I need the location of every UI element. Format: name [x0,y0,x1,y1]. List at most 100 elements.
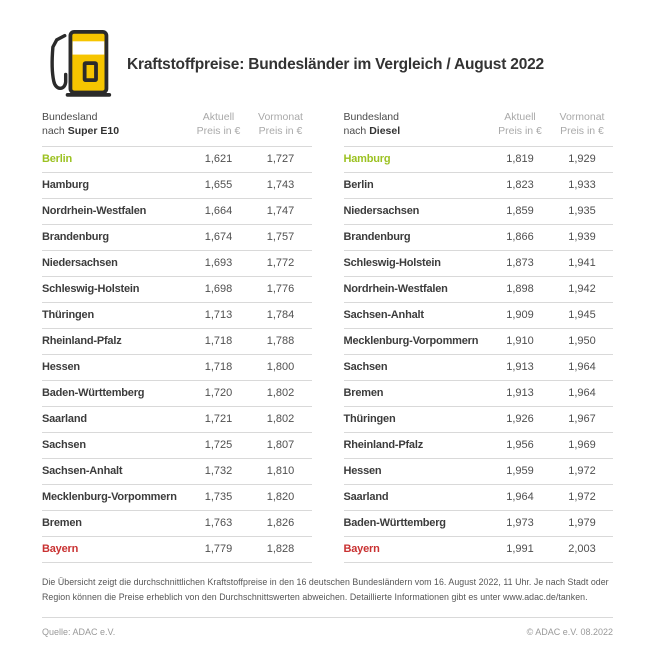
state-name: Baden-Württemberg [42,380,188,407]
current-price: 1,698 [187,276,250,303]
table-row: Schleswig-Holstein 1,698 1,776 [42,276,312,303]
table-row: Thüringen 1,713 1,784 [42,302,312,329]
table-row: Niedersachsen 1,859 1,935 [343,198,613,225]
previous-month-price: 1,942 [551,276,613,303]
state-name: Hessen [42,354,188,381]
current-price: 1,693 [187,250,250,277]
disclaimer-text: Die Übersicht zeigt die durchschnittlich… [42,576,609,603]
state-name: Brandenburg [343,224,489,251]
table-row: Nordrhein-Westfalen 1,664 1,747 [42,198,312,225]
table-row: Hamburg 1,655 1,743 [42,172,312,199]
state-name: Sachsen-Anhalt [343,302,489,329]
table-row: Brandenburg 1,674 1,757 [42,224,312,251]
state-name: Hamburg [42,172,188,199]
previous-month-price: 1,933 [551,172,613,199]
current-price: 1,859 [489,198,551,225]
table-row: Baden-Württemberg 1,973 1,979 [343,510,613,537]
previous-month-price: 1,945 [551,302,613,329]
previous-month-price: 1,972 [551,458,613,485]
table-row: Hessen 1,718 1,800 [42,354,312,381]
current-price: 1,964 [489,484,551,511]
table-row: Rheinland-Pfalz 1,718 1,788 [42,328,312,355]
previous-month-price: 1,979 [551,510,613,537]
previous-month-price: 1,743 [249,172,312,199]
table-row: Bremen 1,913 1,964 [343,380,613,407]
state-name: Thüringen [343,406,489,433]
tables-container: Bundesland nach Super E10 Aktuell Preis … [42,110,613,563]
previous-month-price: 1,747 [249,198,312,225]
current-price: 1,909 [489,302,551,329]
current-price: 1,913 [489,380,551,407]
table-row: Berlin 1,621 1,727 [42,146,312,173]
previous-month-price: 1,757 [249,224,312,251]
current-price: 1,725 [187,432,250,459]
current-price: 1,866 [489,224,551,251]
previous-month-price: 1,941 [551,250,613,277]
current-price: 1,713 [187,302,250,329]
state-name: Bayern [343,536,489,563]
current-price: 1,779 [187,536,250,563]
previous-month-price: 1,807 [249,432,312,459]
column-header-vormonat: Vormonat Preis in € [551,110,613,147]
current-price: 1,819 [489,146,551,173]
fuel-pump-icon [42,26,114,104]
current-price: 1,721 [187,406,250,433]
table-row: Baden-Württemberg 1,720 1,802 [42,380,312,407]
table-row: Saarland 1,964 1,972 [343,484,613,511]
previous-month-price: 1,788 [249,328,312,355]
current-price: 1,956 [489,432,551,459]
state-name: Schleswig-Holstein [42,276,188,303]
previous-month-price: 1,967 [551,406,613,433]
table-row: Saarland 1,721 1,802 [42,406,312,433]
table-row: Bayern 1,779 1,828 [42,536,312,563]
table-row: Sachsen-Anhalt 1,732 1,810 [42,458,312,485]
table-header-row: Bundesland nach Super E10 Aktuell Preis … [42,110,312,147]
previous-month-price: 1,727 [249,146,312,173]
column-header-bundesland: Bundesland nach Super E10 [42,110,188,147]
previous-month-price: 1,800 [249,354,312,381]
table-row: Bayern 1,991 2,003 [343,536,613,563]
state-name: Mecklenburg-Vorpommern [343,328,489,355]
state-name: Rheinland-Pfalz [42,328,188,355]
table-body: Berlin 1,621 1,727 Hamburg 1,655 1,743 N… [42,146,312,563]
previous-month-price: 1,820 [249,484,312,511]
current-price: 1,926 [489,406,551,433]
header: Kraftstoffpreise: Bundesländer im Vergle… [42,26,613,104]
state-name: Niedersachsen [343,198,489,225]
current-price: 1,913 [489,354,551,381]
current-price: 1,674 [187,224,250,251]
table-row: Hamburg 1,819 1,929 [343,146,613,173]
table-row: Nordrhein-Westfalen 1,898 1,942 [343,276,613,303]
state-name: Schleswig-Holstein [343,250,489,277]
table-row: Rheinland-Pfalz 1,956 1,969 [343,432,613,459]
previous-month-price: 1,950 [551,328,613,355]
current-price: 1,720 [187,380,250,407]
table-row: Brandenburg 1,866 1,939 [343,224,613,251]
current-price: 1,763 [187,510,250,537]
state-name: Bremen [343,380,489,407]
current-price: 1,718 [187,328,250,355]
previous-month-price: 1,935 [551,198,613,225]
current-price: 1,973 [489,510,551,537]
table-row: Mecklenburg-Vorpommern 1,910 1,950 [343,328,613,355]
state-name: Baden-Württemberg [343,510,489,537]
state-name: Sachsen-Anhalt [42,458,188,485]
state-name: Bremen [42,510,188,537]
column-header-bundesland: Bundesland nach Diesel [343,110,489,147]
table-row: Schleswig-Holstein 1,873 1,941 [343,250,613,277]
table-row: Bremen 1,763 1,826 [42,510,312,537]
footer-divider [42,616,613,618]
current-price: 1,718 [187,354,250,381]
table-row: Berlin 1,823 1,933 [343,172,613,199]
previous-month-price: 1,810 [249,458,312,485]
current-price: 1,655 [187,172,250,199]
previous-month-price: 1,784 [249,302,312,329]
current-price: 1,732 [187,458,250,485]
table-row: Hessen 1,959 1,972 [343,458,613,485]
source-text: Quelle: ADAC e.V. [42,626,116,637]
table-diesel: Bundesland nach Diesel Aktuell Preis in … [343,110,613,563]
previous-month-price: 1,964 [551,380,613,407]
previous-month-price: 1,802 [249,406,312,433]
current-price: 1,873 [489,250,551,277]
